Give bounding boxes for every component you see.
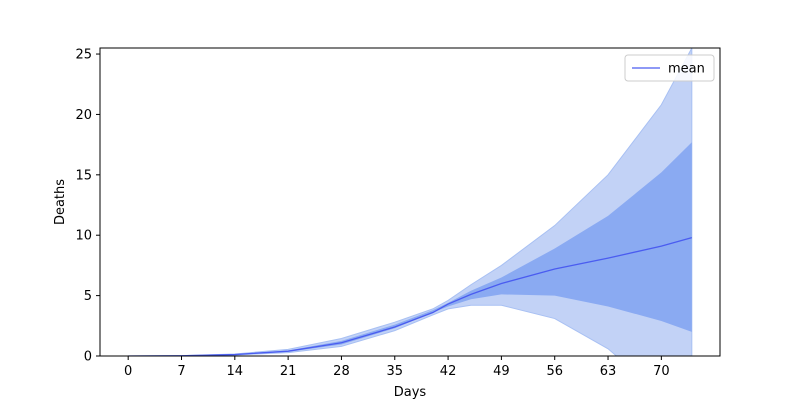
x-tick-label: 28 <box>333 364 350 379</box>
series-lines <box>128 237 692 356</box>
x-tick-label: 0 <box>124 364 132 379</box>
legend-box <box>624 54 715 82</box>
x-tick-label: 70 <box>653 364 670 379</box>
inner-confidence-band <box>128 142 692 356</box>
y-axis-label: Deaths <box>53 179 68 225</box>
x-tick-label: 49 <box>493 364 510 379</box>
y-axis: 0 5 10 15 20 25 <box>75 48 100 365</box>
y-tick-label: 20 <box>75 108 92 123</box>
x-tick-label: 7 <box>177 364 185 379</box>
y-tick-label: 5 <box>84 289 92 304</box>
x-axis-label: Days <box>394 385 427 400</box>
y-tick-label: 10 <box>75 229 92 244</box>
x-tick-label: 42 <box>440 364 457 379</box>
legend-label-mean: mean <box>668 62 705 77</box>
y-tick-label: 0 <box>84 350 92 365</box>
x-tick-label: 14 <box>227 364 244 379</box>
x-tick-label: 63 <box>600 364 617 379</box>
x-axis: 0 7 14 21 28 35 42 49 56 63 70 <box>124 356 670 379</box>
y-tick-label: 25 <box>75 48 92 63</box>
x-tick-label: 56 <box>546 364 563 379</box>
series-line-mean <box>128 237 692 356</box>
confidence-bands <box>128 48 693 356</box>
x-tick-label: 21 <box>280 364 297 379</box>
plot-frame <box>99 47 721 357</box>
legend: mean <box>624 54 715 82</box>
y-tick-label: 15 <box>75 168 92 183</box>
x-tick-label: 35 <box>386 364 403 379</box>
